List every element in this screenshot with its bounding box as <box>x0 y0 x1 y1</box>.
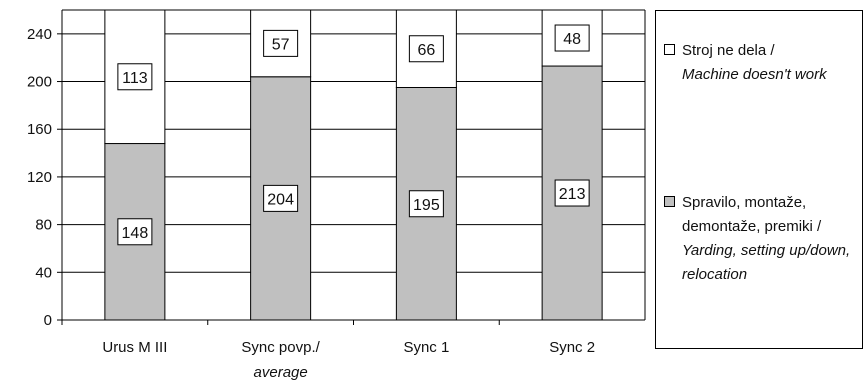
data-label: 148 <box>117 218 153 246</box>
data-label: 48 <box>554 24 590 52</box>
legend-label-en: Machine doesn't work <box>682 66 827 83</box>
data-label: 195 <box>408 190 444 218</box>
data-label-box <box>408 190 444 218</box>
legend-item-machine-idle: Stroj ne dela / Machine doesn't work <box>664 39 860 87</box>
legend-swatch-white <box>664 44 675 55</box>
data-labels: 148 113 204 57 195 66 213 48 <box>117 24 590 246</box>
data-label-box <box>263 184 299 212</box>
legend-swatch-gray <box>664 196 675 207</box>
y-tick-label: 240 <box>27 26 52 43</box>
data-label: 204 <box>263 184 299 212</box>
data-label-text: 113 <box>122 70 148 87</box>
data-label: 57 <box>263 29 299 57</box>
data-label-text: 48 <box>563 31 581 48</box>
bars <box>104 9 603 321</box>
x-category-label: Urus M III <box>102 339 167 356</box>
y-tick-label: 0 <box>44 312 52 329</box>
data-label-text: 148 <box>122 225 149 242</box>
legend-label-sl: Spravilo, montaže, demontaže, premiki / <box>682 194 822 235</box>
x-category-label: Sync povp./ <box>241 339 320 356</box>
legend: Stroj ne dela / Machine doesn't work Spr… <box>655 10 863 349</box>
legend-label-sl: Stroj ne dela / <box>682 42 775 59</box>
x-category-label-en: average <box>254 364 308 381</box>
data-label-box <box>408 35 444 63</box>
y-tick-label: 200 <box>27 74 52 91</box>
data-label-text: 195 <box>413 197 440 214</box>
y-tick-label: 80 <box>35 217 52 234</box>
data-label: 213 <box>554 179 590 207</box>
data-label-box <box>117 218 153 246</box>
data-label-box <box>554 24 590 52</box>
data-label: 66 <box>408 35 444 63</box>
y-tick-label: 160 <box>27 121 52 138</box>
data-label-text: 57 <box>272 36 290 53</box>
data-label-box <box>117 63 153 91</box>
stacked-bar-chart: 0 40 80 120 160 200 240 Urus M III Sync povp./ av… <box>27 9 646 381</box>
y-tick-label: 40 <box>35 264 52 281</box>
data-label-box <box>554 179 590 207</box>
data-label-text: 66 <box>417 42 435 59</box>
x-category-label: Sync 1 <box>403 339 449 356</box>
data-label-text: 204 <box>267 191 294 208</box>
data-label-box <box>263 29 299 57</box>
data-label-text: 213 <box>559 186 586 203</box>
legend-label-en: Yarding, setting up/down, relocation <box>682 242 851 283</box>
y-tick-label: 120 <box>27 169 52 186</box>
legend-item-yarding: Spravilo, montaže, demontaže, premiki / … <box>664 191 860 287</box>
axes: 0 40 80 120 160 200 240 Urus M III Sync povp./ av… <box>27 10 645 381</box>
x-category-label: Sync 2 <box>549 339 595 356</box>
data-label: 113 <box>117 63 153 91</box>
